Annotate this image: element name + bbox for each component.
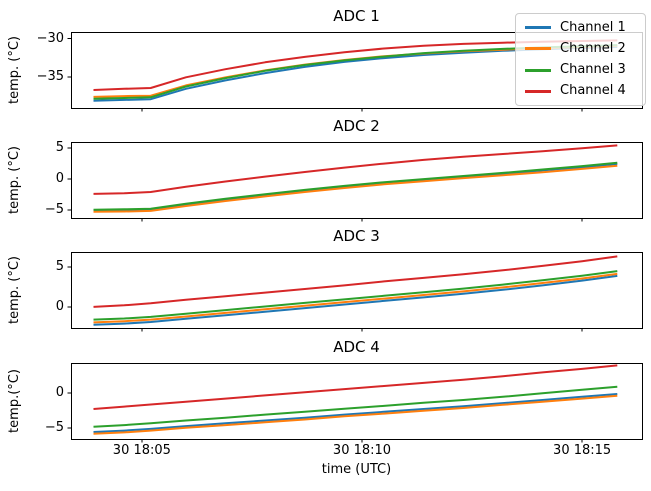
line-adc4-channel-2 [93,394,618,435]
y-axis-label-adc3: temp. (°C) [7,256,22,324]
x-axis-label: time (UTC) [321,462,392,477]
legend-entry: Channel 3 [525,60,645,80]
legend: Channel 1 Channel 2 Channel 3 Channel 4 [515,13,646,106]
x-tick-label: 30 18:15 [553,443,612,458]
legend-label: Channel 4 [560,83,626,99]
y-tick-label: 0 [55,171,64,187]
y-tick-label: −35 [36,68,64,84]
line-adc3-channel-2 [93,272,618,324]
legend-entry: Channel 1 [525,18,645,38]
legend-line-sample-channel-4 [525,89,551,93]
line-adc3-channel-1 [93,274,618,326]
subplot-title-adc4: ADC 4 [333,338,380,356]
subplot-title-adc2: ADC 2 [333,117,380,135]
line-adc4-channel-3 [93,385,618,428]
y-tick-label: −5 [44,201,64,217]
line-adc2-channel-4 [93,144,618,195]
legend-label: Channel 3 [560,62,626,78]
legend-line-sample-channel-1 [525,26,551,30]
y-axis-label-adc1: temp. (°C) [7,36,22,104]
axes-border [71,142,643,219]
x-tick-label: 30 18:05 [112,443,171,458]
legend-entry: Channel 4 [525,81,645,101]
line-adc3-channel-4 [93,255,618,308]
line-adc4-channel-1 [93,393,618,433]
y-axis-label-adc2: temp. (°C) [7,146,22,214]
y-tick-label: 5 [55,140,64,156]
y-tick-label: −5 [44,419,64,435]
line-adc2-channel-2 [93,164,618,213]
y-tick-label: 5 [55,259,64,275]
x-tick-label: 30 18:10 [332,443,392,458]
line-adc3-channel-3 [93,270,618,321]
legend-line-sample-channel-2 [525,47,551,51]
legend-label: Channel 1 [560,19,626,35]
line-adc2-channel-3 [93,161,618,211]
legend-entry: Channel 2 [525,39,645,59]
legend-label: Channel 2 [560,40,626,56]
y-tick-label: 0 [55,384,64,400]
axes-border [71,363,643,440]
subplot-title-adc1: ADC 1 [333,7,380,25]
subplot-title-adc3: ADC 3 [333,227,380,245]
axes-border [71,252,643,329]
y-axis-label-adc4: temp.(°C) [7,369,22,433]
legend-line-sample-channel-3 [525,68,551,72]
y-tick-label: −30 [36,30,64,46]
y-tick-label: 0 [55,298,64,314]
line-adc4-channel-4 [93,364,618,410]
